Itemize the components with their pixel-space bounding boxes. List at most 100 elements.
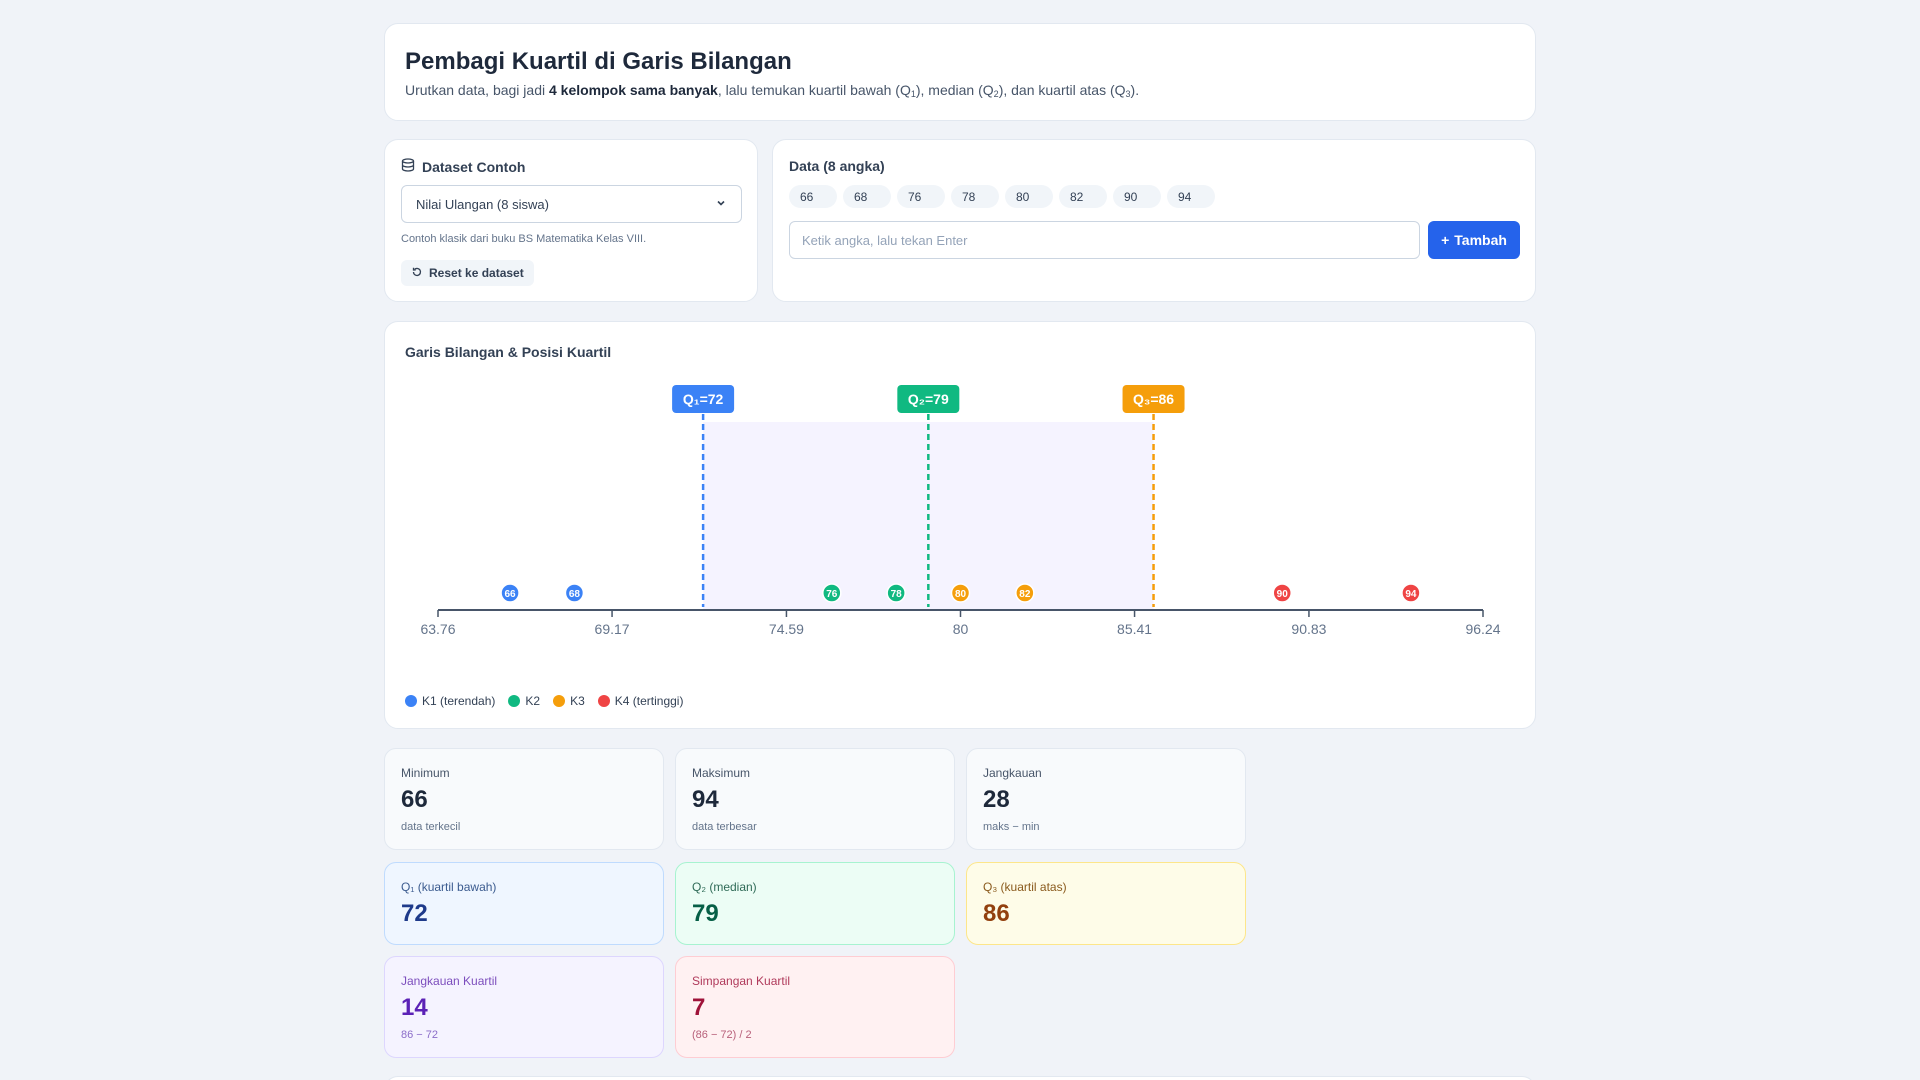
quartile-label-q2: Q₂=79 [908,391,949,407]
data-card: Data (8 angka) 66 68 76 78 80 82 90 94 +… [772,139,1536,302]
stat-label: Q₁ (kuartil bawah) [401,880,497,894]
stat-q2: Q₂ (median) 79 [675,862,955,945]
data-title: Data (8 angka) [789,158,885,174]
legend-item-k1: K1 (terendah) [405,694,495,708]
quartile-badge-q1 [672,385,735,413]
chart-title: Garis Bilangan & Posisi Kuartil [405,344,612,360]
page-title: Pembagi Kuartil di Garis Bilangan [405,48,792,75]
data-point [886,583,906,603]
stat-q3: Q₃ (kuartil atas) 86 [966,862,1246,945]
stat-label: Jangkauan [983,766,1042,780]
legend-label-k2: K2 [525,694,541,708]
legend-label-k3: K3 [570,694,585,708]
data-chip[interactable]: 76 [897,185,945,208]
stat-label: Simpangan Kuartil [692,974,791,988]
legend-item-k4: K4 (tertinggi) [597,694,684,708]
data-point [950,583,971,603]
chart-card: 63.76 69.17 74.59 80 85.41 90.83 96.24 Q₁=72 Q₂=… [384,321,1536,729]
chevron-down-icon [715,197,727,212]
data-point-label: 78 [891,589,903,600]
stat-quartile-deviation: Simpangan Kuartil 7 (86 − 72) / 2 [675,956,955,1058]
stat-value: 7 [692,994,706,1021]
header-card: Pembagi Kuartil di Garis Bilangan Urutka… [384,23,1536,121]
stat-label: Q₃ (kuartil atas) [983,880,1067,894]
number-line-chart: 63.76 69.17 74.59 80 85.41 90.83 96.24 Q₁=72 Q₂=… [420,385,1501,637]
stat-note: (86 − 72) / 2 [692,1029,752,1041]
stat-note: data terkecil [401,821,461,833]
data-point-label: 76 [826,589,838,600]
tick-label: 74.59 [769,621,804,637]
data-chip[interactable]: 80 [1005,185,1053,208]
stat-value: 66 [401,786,428,813]
number-input[interactable] [789,221,1420,259]
data-point-label: 80 [955,589,967,600]
tick-label: 96.24 [1465,621,1500,637]
database-icon [401,158,415,175]
data-point [1272,583,1292,603]
stat-note: maks − min [983,821,1040,833]
stat-value: 79 [692,900,719,927]
data-point [500,583,520,603]
stat-note: data terbesar [692,821,757,833]
tick-label: 69.17 [595,621,630,637]
stat-value: 72 [401,900,428,927]
legend-dot-k4 [597,695,610,707]
data-chip[interactable]: 66 [789,185,837,208]
stat-iqr: Jangkauan Kuartil 14 86 − 72 [384,956,664,1058]
plus-icon: + [1441,232,1450,248]
data-chip[interactable]: 94 [1167,185,1215,208]
data-point-label: 90 [1277,589,1289,600]
reset-dataset-label: Reset ke dataset [429,266,524,280]
data-point [822,583,842,603]
tick-label: 85.41 [1117,621,1152,637]
dataset-card: Dataset Contoh Nilai Ulangan (8 siswa) C… [384,139,758,302]
stat-label: Jangkauan Kuartil [401,974,498,988]
data-point-label: 94 [1405,589,1417,600]
legend-label-k1: K1 (terendah) [422,694,496,708]
data-chips: 66 68 76 78 80 82 90 94 [789,185,1215,208]
quartile-badge-q2 [897,385,960,413]
stat-value: 28 [983,786,1010,813]
stat-label: Q₂ (median) [692,880,757,894]
stat-label: Maksimum [692,766,751,780]
reset-dataset-button[interactable]: Reset ke dataset [401,260,534,286]
tick-label: 80 [953,621,969,637]
data-point-label: 68 [569,589,581,600]
legend-dot-k3 [553,695,566,707]
tick-label: 63.76 [420,621,455,637]
stat-range: Jangkauan 28 maks − min [966,748,1246,850]
stat-value: 14 [401,994,428,1021]
data-chip[interactable]: 68 [843,185,891,208]
data-chip[interactable]: 82 [1059,185,1107,208]
legend-item-k3: K3 [553,694,585,708]
dataset-select[interactable]: Nilai Ulangan (8 siswa) [401,185,742,223]
dataset-select-value: Nilai Ulangan (8 siswa) [416,196,549,212]
dataset-title-label: Dataset Contoh [422,158,526,175]
data-point [1401,583,1421,603]
dataset-title: Dataset Contoh [401,158,525,175]
data-chip[interactable]: 78 [951,185,999,208]
legend-label-k4: K4 (tertinggi) [614,694,684,708]
quartile-label-q1: Q₁=72 [683,391,724,407]
add-number-label: Tambah [1454,232,1507,248]
dataset-hint: Contoh klasik dari buku BS Matematika Ke… [401,233,647,245]
legend-dot-k1 [405,695,417,707]
data-point [1015,583,1035,603]
quartile-badge-q3 [1122,385,1185,413]
stat-minimum: Minimum 66 data terkecil [384,748,664,850]
stat-value: 86 [983,900,1010,927]
data-point [564,583,585,603]
legend-dot-k2 [508,695,521,707]
legend-item-k2: K2 [508,694,540,708]
quartile-label-q3: Q₃=86 [1133,391,1174,407]
data-chip[interactable]: 90 [1113,185,1161,208]
stat-note: 86 − 72 [401,1029,439,1041]
reset-icon [411,266,423,281]
next-card [384,1076,1536,1080]
page-subtitle: Urutkan data, bagi jadi 4 kelompok sama … [405,82,1140,99]
chart-legend: K1 (terendah) K2 K3 K4 (tertinggi) [405,694,683,708]
data-point-label: 82 [1019,589,1031,600]
add-number-button[interactable]: + Tambah [1428,221,1520,259]
stat-maximum: Maksimum 94 data terbesar [675,748,955,850]
stat-q1: Q₁ (kuartil bawah) 72 [384,862,664,945]
